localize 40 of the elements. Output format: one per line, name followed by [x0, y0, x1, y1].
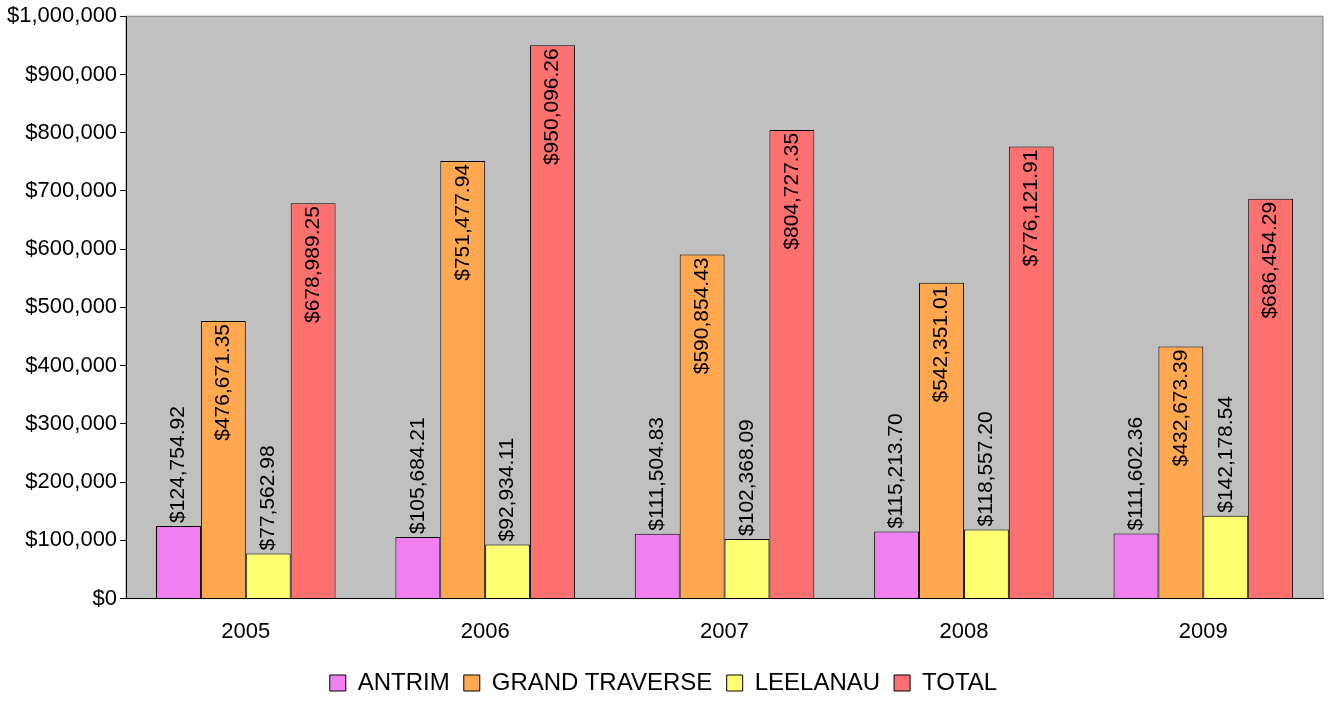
data-label: $111,504.83 [644, 416, 668, 531]
data-label: $92,934.11 [494, 437, 518, 542]
y-tick-label: $800,000 [25, 118, 118, 144]
data-label: $105,684.21 [404, 417, 428, 535]
x-tick-label: 2007 [700, 617, 750, 643]
y-tick-label: $100,000 [25, 526, 118, 552]
y-tick-label: $400,000 [25, 351, 118, 377]
data-label: $115,213.70 [883, 413, 907, 529]
y-tick-label: $700,000 [25, 176, 118, 202]
legend-label: ANTRIM [357, 667, 450, 695]
x-tick-label: 2008 [939, 617, 989, 643]
data-label: $950,096.26 [539, 48, 563, 166]
data-label: $124,754.92 [165, 406, 189, 523]
y-tick-label: $500,000 [25, 293, 118, 319]
data-label: $102,368.09 [733, 419, 757, 536]
data-label: $804,727.35 [778, 132, 802, 250]
x-tick-label: 2009 [1178, 617, 1228, 643]
x-tick-label: 2005 [221, 617, 271, 643]
data-label: $678,989.25 [299, 206, 323, 323]
y-tick-label: $900,000 [25, 60, 118, 86]
data-label: $776,121.91 [1018, 149, 1042, 267]
y-tick-label: $200,000 [25, 468, 118, 494]
data-label: $118,557.20 [973, 411, 997, 527]
data-label: $111,602.36 [1122, 416, 1146, 531]
data-label: $751,477.94 [449, 163, 473, 281]
legend-label: TOTAL [922, 667, 998, 695]
data-label: $77,562.98 [255, 445, 279, 551]
y-tick-label: $600,000 [25, 235, 118, 261]
y-tick-label: $1,000,000 [7, 2, 118, 28]
data-label: $432,673.39 [1167, 349, 1191, 467]
legend-label: LEELANAU [754, 667, 881, 695]
data-label: $686,454.29 [1257, 201, 1281, 319]
data-label: $142,178.54 [1212, 395, 1236, 513]
y-tick-label: $0 [92, 584, 118, 610]
data-label: $476,671.35 [210, 323, 234, 441]
data-label: $542,351.01 [928, 285, 952, 403]
legend-label: GRAND TRAVERSE [491, 667, 713, 695]
x-tick-label: 2006 [460, 617, 510, 643]
data-label: $590,854.43 [688, 257, 712, 375]
y-tick-label: $300,000 [25, 409, 118, 435]
